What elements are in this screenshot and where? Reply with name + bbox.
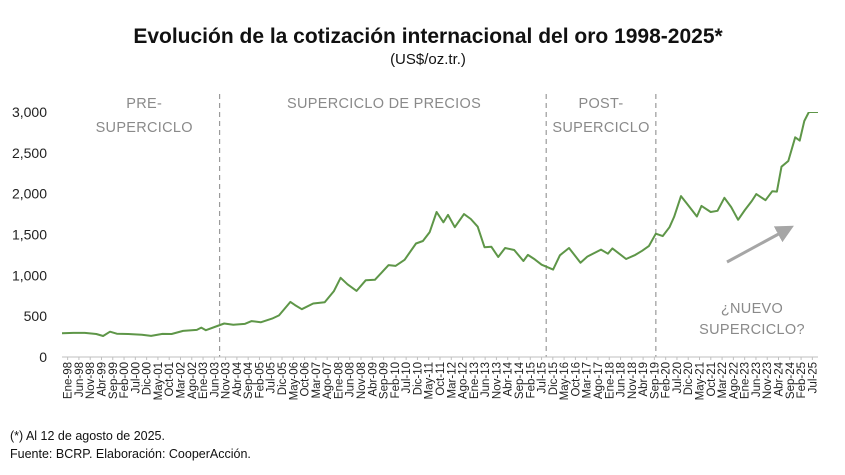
x-axis: Ene-98 Jun-98 Nov-98 Abr-99 Sep-99 Feb-00 Jul-… xyxy=(63,357,819,400)
y-tick-label: 1,500 xyxy=(12,227,47,243)
x-tick-label: Mar-22 xyxy=(717,362,729,398)
region-label: SUPERCICLO xyxy=(96,120,193,136)
x-tick-label: Jul-20 xyxy=(672,362,684,393)
region-labels: PRE- SUPERCICLO SUPERCICLO DE PRECIOS POST-… xyxy=(96,96,650,136)
x-tick-label: Oct-01 xyxy=(164,362,176,397)
x-tick-label: May-21 xyxy=(695,362,707,400)
y-axis: 0 500 1,000 1,500 2,000 2,500 3,000 xyxy=(12,104,47,365)
x-tick-label: Abr-24 xyxy=(774,361,786,396)
y-tick-label: 2,500 xyxy=(12,145,47,161)
x-tick-label: Abr-99 xyxy=(96,362,108,397)
region-label: PRE- xyxy=(126,96,162,112)
region-label: SUPERCICLO xyxy=(552,120,649,136)
x-tick-label: Feb-15 xyxy=(525,362,537,398)
region-label: SUPERCICLO DE PRECIOS xyxy=(287,96,481,112)
annotation-arrow xyxy=(726,225,794,264)
new-supercycle-annotation: ¿NUEVO SUPERCICLO? xyxy=(699,225,805,338)
x-tick-label: Jul-05 xyxy=(266,362,278,393)
x-tick-label: Jun-23 xyxy=(751,362,763,397)
x-tick-label: Ene-03 xyxy=(198,362,210,399)
x-tick-label: Jul-25 xyxy=(807,362,819,393)
x-tick-label: May-16 xyxy=(559,362,571,400)
x-tick-label: Abr-09 xyxy=(367,362,379,397)
x-tick-label: Abr-14 xyxy=(503,361,515,396)
x-tick-label: May-11 xyxy=(424,362,436,400)
x-tick-label: May-01 xyxy=(153,362,165,400)
x-tick-label: Oct-16 xyxy=(570,362,582,397)
x-tick-label: Jun-18 xyxy=(616,362,628,397)
x-tick-label: May-06 xyxy=(288,362,300,400)
x-tick-label: Mar-02 xyxy=(175,362,187,398)
x-tick-label: Jun-98 xyxy=(74,362,86,397)
x-tick-label: Sep-04 xyxy=(243,361,255,399)
x-tick-label: Jul-15 xyxy=(537,362,549,393)
y-tick-label: 500 xyxy=(24,308,48,324)
x-tick-label: Sep-99 xyxy=(108,362,120,399)
x-tick-label: Ago-17 xyxy=(593,362,605,399)
x-tick-label: Ago-02 xyxy=(187,362,199,399)
x-tick-label: Nov-03 xyxy=(221,362,233,399)
x-tick-label: Sep-19 xyxy=(649,362,661,399)
region-dividers xyxy=(218,94,657,357)
chart-title: Evolución de la cotización internacional… xyxy=(133,25,723,48)
x-tick-label: Dic-10 xyxy=(412,362,424,395)
x-tick-label: Sep-24 xyxy=(785,361,797,399)
x-tick-label: Oct-06 xyxy=(300,362,312,397)
annotation-label: ¿NUEVO xyxy=(721,301,783,317)
x-tick-label: Dic-00 xyxy=(142,362,154,395)
footnote: (*) Al 12 de agosto de 2025. xyxy=(10,429,165,443)
x-tick-label: Abr-19 xyxy=(638,362,650,397)
x-tick-label: Sep-09 xyxy=(379,362,391,399)
x-tick-label: Ene-98 xyxy=(63,362,75,399)
x-tick-label: Nov-18 xyxy=(627,362,639,399)
x-tick-label: Ene-08 xyxy=(333,362,345,399)
x-tick-label: Dic-20 xyxy=(683,362,695,395)
x-tick-label: Feb-25 xyxy=(796,362,808,398)
y-tick-label: 2,000 xyxy=(12,186,47,202)
x-tick-label: Ago-22 xyxy=(728,362,740,399)
y-tick-label: 3,000 xyxy=(12,104,47,120)
x-tick-label: Sep-14 xyxy=(514,361,526,399)
x-tick-label: Mar-12 xyxy=(446,362,458,398)
x-tick-label: Jul-00 xyxy=(130,362,142,393)
x-tick-label: Mar-07 xyxy=(311,362,323,398)
region-label: POST- xyxy=(579,96,624,112)
x-tick-label: Jul-10 xyxy=(401,362,413,393)
gold-price-line xyxy=(62,112,818,337)
x-tick-label: Dic-15 xyxy=(548,362,560,395)
x-tick-label: Abr-04 xyxy=(232,361,244,396)
x-tick-label: Feb-10 xyxy=(390,362,402,398)
x-tick-label: Ago-07 xyxy=(322,362,334,399)
x-tick-label: Jun-13 xyxy=(480,362,492,397)
x-tick-label: Ene-23 xyxy=(740,362,752,399)
annotation-label: SUPERCICLO? xyxy=(699,322,805,338)
x-tick-label: Nov-08 xyxy=(356,362,368,399)
x-tick-label: Jun-08 xyxy=(345,362,357,397)
x-tick-label: Feb-20 xyxy=(661,362,673,398)
x-tick-label: Nov-23 xyxy=(762,362,774,399)
x-tick-label: Nov-98 xyxy=(85,362,97,399)
x-tick-label: Ago-12 xyxy=(458,362,470,399)
x-tick-label: Oct-11 xyxy=(435,362,447,396)
x-tick-label: Dic-05 xyxy=(277,362,289,395)
x-tick-label: Nov-13 xyxy=(491,362,503,399)
x-tick-label: Ene-13 xyxy=(469,362,481,399)
x-tick-label: Oct-21 xyxy=(706,362,718,397)
x-tick-label: Feb-00 xyxy=(119,362,131,398)
chart-subtitle: (US$/oz.tr.) xyxy=(390,51,466,68)
y-tick-label: 0 xyxy=(39,349,47,365)
x-tick-label: Mar-17 xyxy=(582,362,594,398)
source-note: Fuente: BCRP. Elaboración: CooperAcción. xyxy=(10,447,251,461)
x-tick-label: Feb-05 xyxy=(254,362,266,398)
x-tick-label: Ene-18 xyxy=(604,362,616,399)
x-tick-label: Jun-03 xyxy=(209,362,221,397)
y-tick-label: 1,000 xyxy=(12,267,47,283)
